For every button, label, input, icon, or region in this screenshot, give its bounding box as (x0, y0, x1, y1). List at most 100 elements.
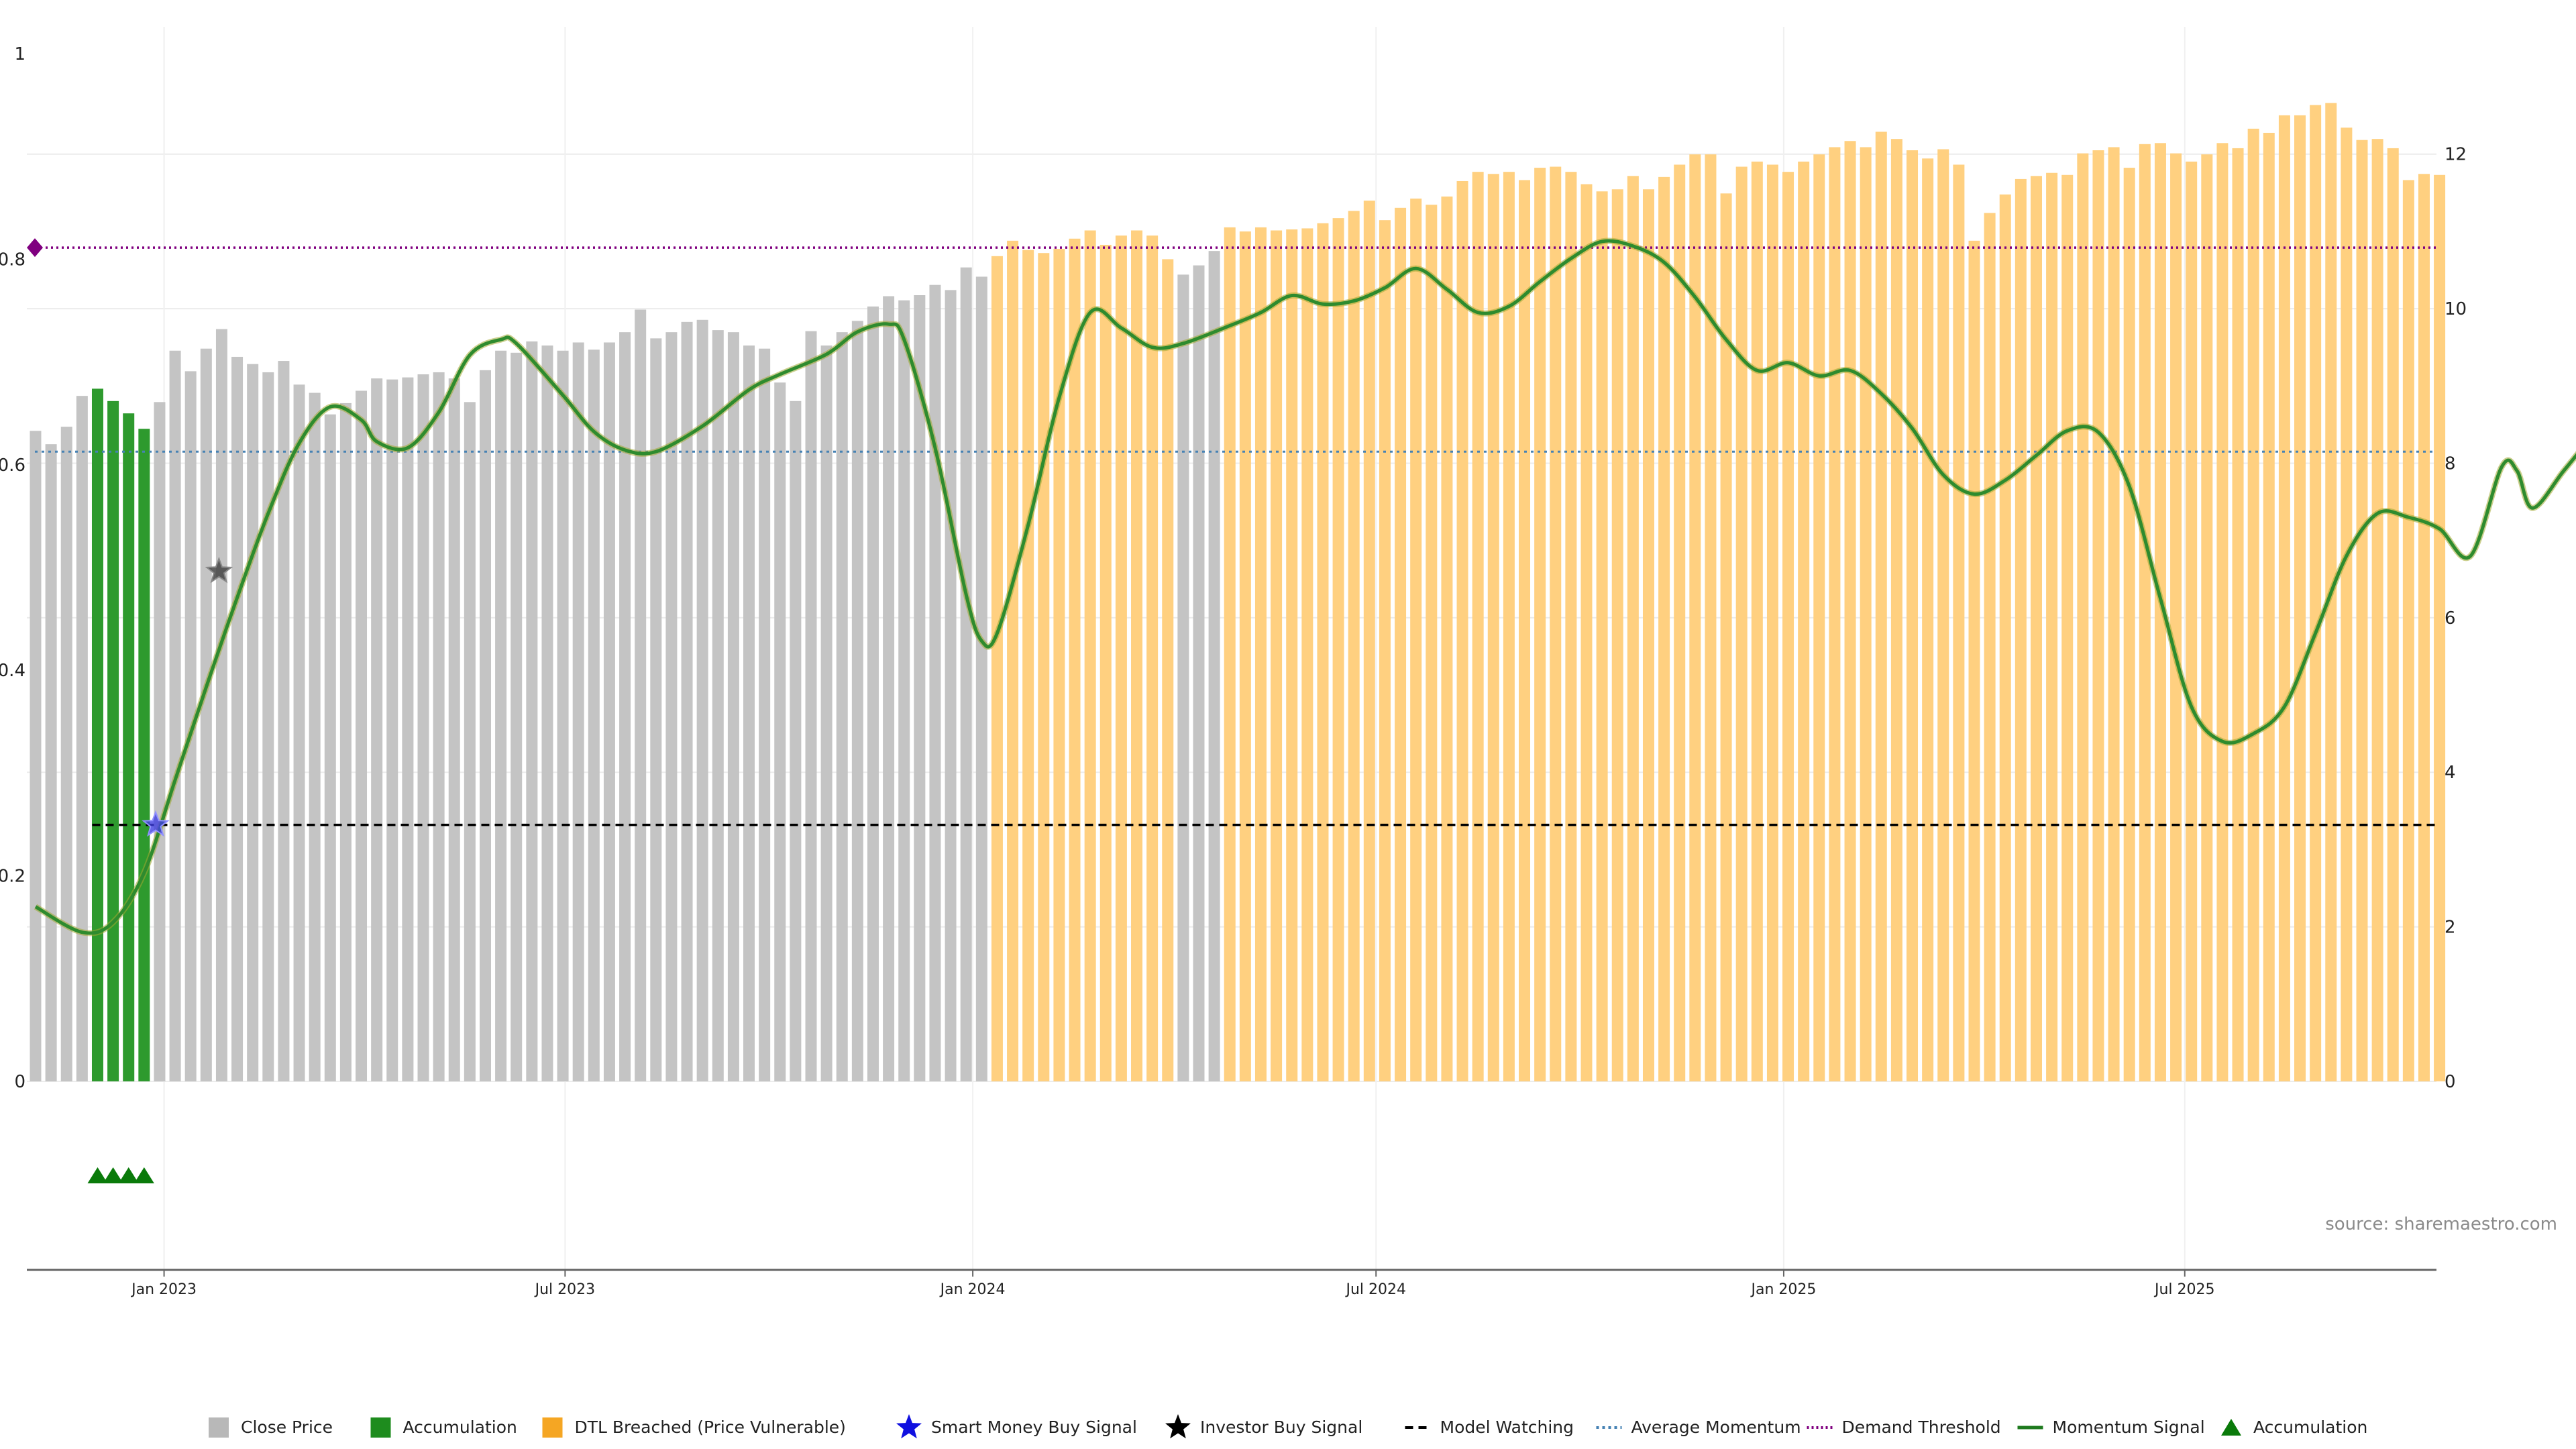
bar-gray (76, 396, 88, 1081)
bar-orange (2046, 172, 2058, 1081)
x-tick-label: Jul 2023 (534, 1281, 596, 1298)
bar-orange (1162, 259, 1174, 1081)
legend-label: Accumulation (403, 1417, 517, 1437)
legend-star-icon (1165, 1414, 1191, 1439)
bar-gray (215, 329, 227, 1082)
bar-gray (572, 342, 584, 1082)
legend-square-icon (209, 1417, 229, 1438)
legend-item-smart_money: Smart Money Buy Signal (896, 1414, 1137, 1439)
bar-orange (1317, 223, 1329, 1081)
bar-orange (2170, 153, 2182, 1081)
bar-gray (45, 444, 57, 1081)
bar-gray (557, 350, 569, 1081)
legend-square-icon (542, 1417, 563, 1438)
bar-gray (743, 345, 755, 1081)
y-right-tick-label: 2 (2445, 918, 2456, 938)
bar-orange (1115, 235, 1127, 1081)
bar-orange (1395, 207, 1407, 1081)
bar-orange (1053, 249, 1065, 1082)
bar-gray (1177, 274, 1189, 1081)
bar-orange (991, 256, 1003, 1082)
bar-orange (1860, 147, 1872, 1082)
bar-gray (448, 378, 460, 1081)
bar-orange (1890, 139, 1902, 1081)
bar-orange (2341, 127, 2353, 1082)
bar-orange (1487, 174, 1499, 1081)
bar-gray (154, 402, 166, 1081)
bar-orange (1922, 158, 1934, 1081)
bar-gray (929, 284, 941, 1082)
legend-label: Smart Money Buy Signal (931, 1417, 1137, 1437)
legend-item-average_momentum: Average Momentum (1596, 1417, 1801, 1437)
bar-orange (2247, 128, 2259, 1082)
bar-gray (60, 427, 72, 1081)
x-tick-label: Jan 2024 (939, 1281, 1006, 1298)
legend-item-demand_threshold: Demand Threshold (1807, 1417, 2001, 1437)
y-left-tick-label: 0 (14, 1072, 25, 1092)
y-left-tick-label: 0.8 (0, 250, 25, 270)
bar-orange (2186, 161, 2198, 1082)
bar-gray (588, 350, 600, 1081)
bar-orange (2263, 132, 2275, 1082)
legend-label: Accumulation (2253, 1417, 2367, 1437)
bar-orange (1301, 228, 1313, 1082)
bar-orange (1844, 141, 1856, 1082)
legend-label: Average Momentum (1631, 1417, 1801, 1437)
bar-green (123, 413, 135, 1081)
bar-gray (386, 379, 398, 1081)
legend-square-icon (370, 1417, 391, 1438)
x-tick-label: Jan 2023 (130, 1281, 197, 1298)
bar-green (91, 388, 103, 1081)
bar-gray (635, 309, 647, 1081)
bar-orange (1550, 166, 1562, 1081)
legend-item-accumulation: Accumulation (370, 1417, 517, 1438)
bar-orange (1426, 205, 1438, 1082)
momentum-signal-path (34, 239, 2576, 935)
legend-label: Close Price (241, 1417, 333, 1437)
bar-gray (169, 350, 181, 1081)
bar-green (107, 400, 119, 1081)
bar-gray (339, 402, 352, 1081)
bar-orange (1534, 168, 1546, 1081)
bar-gray (712, 330, 724, 1081)
bar-orange (2402, 180, 2414, 1081)
bar-orange (1332, 218, 1344, 1081)
legend-triangle-icon (2221, 1419, 2241, 1436)
bar-gray (247, 364, 259, 1081)
bar-orange (2418, 174, 2430, 1081)
legend-star-icon (896, 1414, 922, 1439)
bar-orange (2123, 168, 2135, 1081)
bar-gray (417, 374, 429, 1081)
bar-orange (1069, 238, 1081, 1081)
x-tick-label: Jul 2025 (2153, 1281, 2215, 1298)
bar-orange (1829, 147, 1841, 1082)
bar-orange (1131, 230, 1143, 1081)
bar-orange (1627, 176, 1639, 1082)
bar-gray (603, 342, 615, 1082)
bar-gray (790, 400, 802, 1081)
bar-orange (1038, 253, 1050, 1081)
legend-item-accumulation_marker: Accumulation (2221, 1417, 2367, 1437)
bar-gray (696, 319, 708, 1082)
bar-gray (541, 345, 553, 1081)
bar-gray (665, 332, 678, 1081)
bar-orange (1565, 172, 1577, 1082)
bar-orange (1658, 176, 1670, 1082)
bar-orange (2139, 144, 2151, 1081)
investor-star-icon (205, 556, 233, 584)
bar-gray (975, 276, 987, 1082)
bar-orange (1984, 213, 1996, 1082)
bar-orange (1674, 164, 1686, 1081)
bar-gray (495, 350, 507, 1081)
bar-orange (2201, 154, 2213, 1082)
bar-gray (650, 338, 662, 1081)
legend-item-momentum_signal: Momentum Signal (2017, 1417, 2205, 1437)
y-right-tick-label: 10 (2445, 299, 2467, 319)
bar-orange (1379, 220, 1391, 1082)
legend-label: Demand Threshold (1842, 1417, 2001, 1437)
bar-orange (2278, 115, 2290, 1081)
bar-gray (619, 332, 631, 1081)
bar-orange (2030, 176, 2042, 1082)
bar-orange (1441, 196, 1453, 1081)
